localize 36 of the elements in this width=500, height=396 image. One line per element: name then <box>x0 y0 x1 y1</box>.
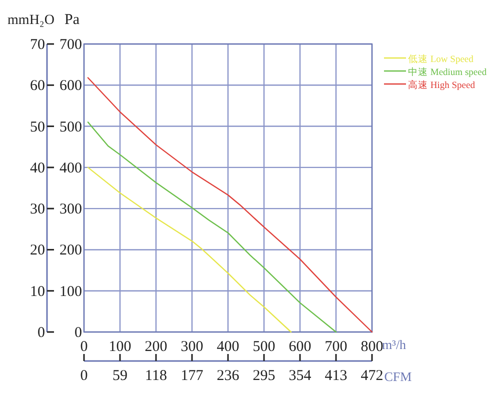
x2-tick-label: 59 <box>112 368 128 384</box>
y-tick-label: 500 <box>60 119 82 136</box>
x2-tick-label: 295 <box>252 368 276 384</box>
x2-tick-label: 177 <box>180 368 204 384</box>
x-tick-label: 200 <box>144 339 168 355</box>
y-tick-label: 200 <box>60 242 82 259</box>
x2-tick-label: 236 <box>216 368 240 384</box>
y-tick-label: 600 <box>60 78 82 94</box>
x-tick-label: 400 <box>216 339 240 355</box>
y2-tick-label: 10 <box>30 284 45 300</box>
xlabel: m³/h <box>382 337 406 352</box>
y-tick-label: 0 <box>74 325 82 341</box>
x2label: CFM <box>384 369 412 384</box>
y-tick-label: 700 <box>60 37 82 53</box>
y-tick-label: 100 <box>60 284 82 300</box>
y2-tick-label: 0 <box>38 325 45 341</box>
y2label: mmH₂O <box>8 13 54 28</box>
x-tick-label: 100 <box>108 339 132 355</box>
x2-tick-label: 472 <box>360 368 384 384</box>
ylabel: Pa <box>64 12 80 28</box>
x-tick-label: 800 <box>360 339 384 355</box>
y-tick-label: 300 <box>60 202 82 218</box>
x-tick-label: 300 <box>180 339 204 355</box>
x-tick-label: 700 <box>324 339 348 355</box>
y2-tick-label: 50 <box>30 119 45 136</box>
y2-tick-label: 60 <box>30 78 45 94</box>
y2-tick-label: 20 <box>30 242 45 259</box>
x2-tick-label: 354 <box>288 368 312 384</box>
x2-tick-label: 413 <box>324 368 348 384</box>
y2-tick-label: 40 <box>30 160 45 176</box>
x-tick-label: 500 <box>252 339 276 355</box>
y-tick-label: 400 <box>60 160 82 176</box>
y2-tick-label: 70 <box>30 37 45 53</box>
y2-tick-label: 30 <box>30 202 45 218</box>
x2-tick-label: 118 <box>145 368 167 384</box>
x-tick-label: 600 <box>288 339 312 355</box>
